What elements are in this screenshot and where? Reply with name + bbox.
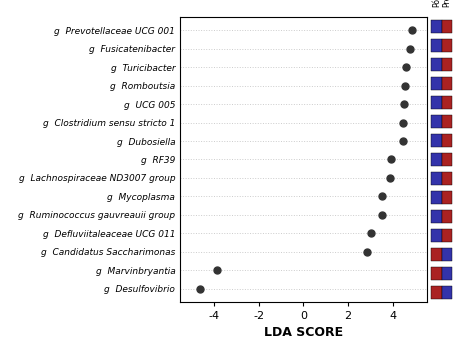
X-axis label: LDA SCORE: LDA SCORE xyxy=(264,327,343,340)
Text: Pós-TLE: Pós-TLE xyxy=(432,0,441,7)
Text: Pré-TLE: Pré-TLE xyxy=(443,0,451,7)
